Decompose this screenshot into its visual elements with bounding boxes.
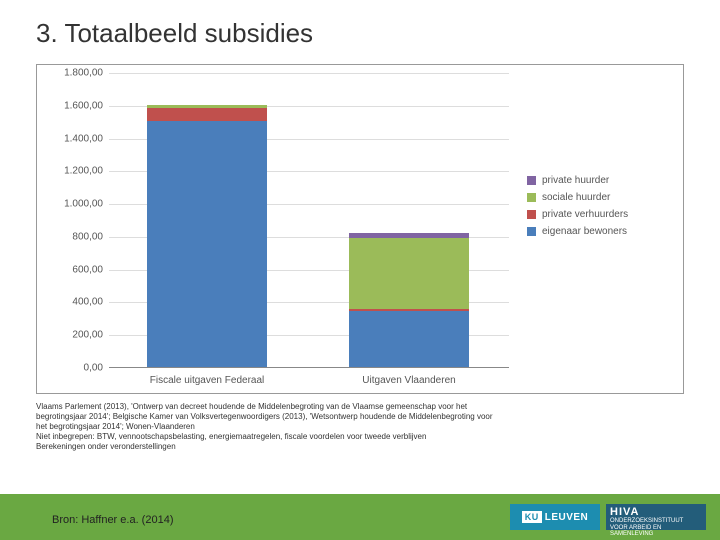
legend-label: private huurder: [542, 175, 609, 186]
legend-swatch: [527, 176, 536, 185]
y-tick-label: 1.200,00: [43, 166, 103, 177]
legend-swatch: [527, 193, 536, 202]
bar-segment-eigenaar: [349, 311, 469, 367]
ku-box: KU: [522, 511, 542, 523]
bar-segment-sociale: [147, 105, 267, 108]
x-axis-label: Uitgaven Vlaanderen: [329, 375, 489, 386]
footnote-line: het begrotingsjaar 2014'; Wonen-Vlaander…: [36, 422, 684, 432]
x-axis-label: Fiscale uitgaven Federaal: [127, 375, 287, 386]
y-tick-label: 1.000,00: [43, 199, 103, 210]
y-tick-label: 200,00: [43, 330, 103, 341]
y-tick-label: 800,00: [43, 231, 103, 242]
legend-swatch: [527, 227, 536, 236]
legend-item-privhuur: private huurder: [527, 175, 677, 186]
y-tick-label: 600,00: [43, 264, 103, 275]
y-tick-label: 1.800,00: [43, 68, 103, 79]
ku-text: LEUVEN: [545, 512, 589, 523]
y-tick-label: 0,00: [43, 363, 103, 374]
footnote-line: begrotingsjaar 2014'; Belgische Kamer va…: [36, 412, 684, 422]
y-tick-label: 1.600,00: [43, 100, 103, 111]
subsidy-chart: 0,00 200,00 400,00 600,00 800,00 1.000,00 1.20…: [36, 64, 684, 394]
hiva-small: ONDERZOEKSINSTITUUT VOOR ARBEID EN SAMEN…: [610, 518, 702, 538]
grid-line: [109, 73, 509, 74]
y-tick-label: 400,00: [43, 297, 103, 308]
bar-segment-sociale: [349, 238, 469, 308]
legend-label: private verhuurders: [542, 209, 628, 220]
source-citation: Bron: Haffner e.a. (2014): [52, 514, 173, 526]
ku-leuven-logo: KU LEUVEN: [510, 504, 600, 530]
chart-footnotes: Vlaams Parlement (2013), 'Ontwerp van de…: [36, 402, 684, 452]
plot-area: [109, 73, 509, 368]
y-tick-label: 1.400,00: [43, 133, 103, 144]
footnote-line: Berekeningen onder veronderstellingen: [36, 442, 684, 452]
legend-item-eigenaar: eigenaar bewoners: [527, 226, 677, 237]
chart-legend: private huurder sociale huurder private ve…: [527, 175, 677, 243]
legend-label: eigenaar bewoners: [542, 226, 627, 237]
bar-segment-privhuur: [349, 233, 469, 238]
footnote-line: Vlaams Parlement (2013), 'Ontwerp van de…: [36, 402, 684, 412]
bar-segment-eigenaar: [147, 121, 267, 367]
legend-label: sociale huurder: [542, 192, 610, 203]
legend-swatch: [527, 210, 536, 219]
hiva-big: HIVA: [610, 506, 702, 518]
page-title: 3. Totaalbeeld subsidies: [36, 18, 313, 49]
legend-item-sociale: sociale huurder: [527, 192, 677, 203]
legend-item-privverh: private verhuurders: [527, 209, 677, 220]
footnote-line: Niet inbegrepen: BTW, vennootschapsbelas…: [36, 432, 684, 442]
hiva-logo: HIVA ONDERZOEKSINSTITUUT VOOR ARBEID EN …: [606, 504, 706, 530]
bar-segment-privverh: [147, 108, 267, 121]
bar-segment-privverh: [349, 309, 469, 311]
